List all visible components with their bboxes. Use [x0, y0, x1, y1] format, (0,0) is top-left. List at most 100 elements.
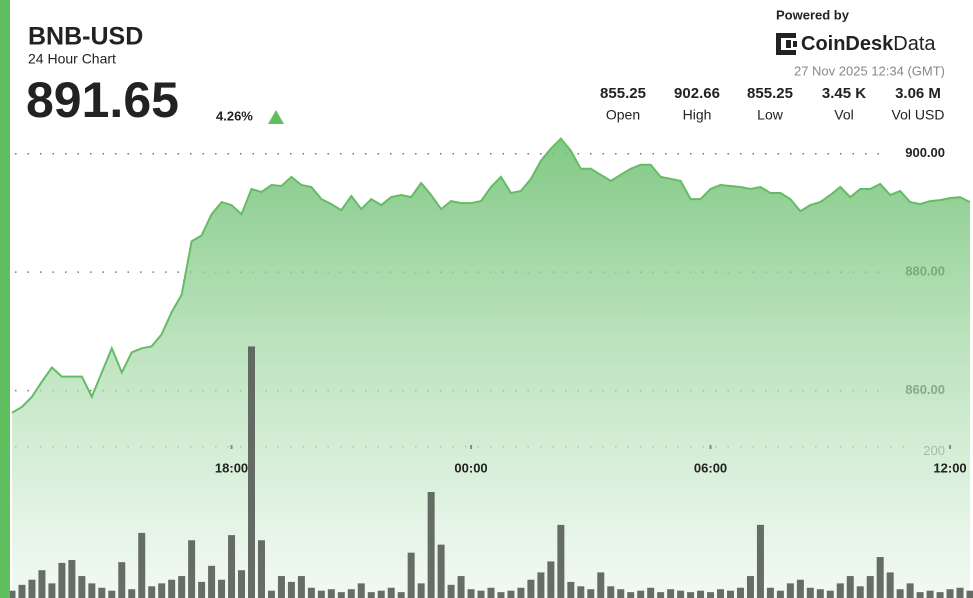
volume-bar: [28, 579, 36, 598]
volume-bar: [866, 576, 874, 598]
volume-bar: [128, 589, 136, 598]
volume-bar: [228, 535, 236, 598]
volume-bar: [208, 565, 216, 598]
volume-bar: [786, 583, 794, 598]
stat-value: 3.45 K: [822, 85, 866, 102]
volume-bar: [707, 592, 715, 598]
stats: 855.25 Open 902.66 High 855.25 Low 3.45 K Vol 3.…: [600, 85, 944, 123]
x-tick-label: 12:00: [933, 460, 966, 475]
volume-bar: [597, 572, 605, 598]
volume-bar: [248, 346, 255, 598]
volume-bar: [607, 586, 615, 598]
volume-bar: [956, 587, 964, 598]
stat-value: 3.06 M: [895, 85, 941, 102]
volume-bar: [457, 576, 465, 598]
volume-bar: [18, 584, 26, 598]
volume-bar: [736, 587, 744, 598]
volume-bar: [727, 590, 734, 598]
volume-bar: [647, 587, 655, 598]
volume-bar: [796, 579, 804, 598]
volume-bar: [158, 583, 166, 598]
volume-bar: [926, 590, 934, 598]
volume-bar: [916, 592, 924, 598]
logo-icon: [776, 33, 797, 55]
volume-bar: [527, 579, 535, 598]
volume-bar: [966, 590, 973, 598]
stat-label: Open: [606, 107, 640, 123]
volume-bar: [377, 590, 385, 598]
volume-bar: [826, 590, 834, 598]
volume-bar: [637, 590, 645, 598]
volume-bar: [357, 583, 365, 598]
volume-bar: [617, 589, 625, 598]
brand-suffix: Data: [893, 33, 936, 55]
volume-bar: [148, 586, 156, 598]
volume-bar: [487, 587, 495, 598]
volume-bar: [238, 570, 246, 598]
volume-bar: [297, 576, 305, 598]
volume-bar: [188, 540, 196, 598]
volume-bar: [477, 590, 485, 598]
subtitle: 24 Hour Chart: [28, 51, 116, 67]
volume-bar: [447, 584, 455, 598]
volume-bar: [846, 576, 854, 598]
stat-value: 902.66: [674, 85, 720, 102]
volume-bar: [766, 587, 774, 598]
volume-bar: [537, 572, 545, 598]
volume-bar: [397, 592, 405, 598]
volume-bar: [437, 544, 445, 598]
volume-bar: [936, 592, 944, 598]
volume-bar: [367, 592, 375, 598]
volume-bar: [267, 590, 275, 598]
powered-by: Powered by: [776, 7, 850, 22]
volume-bar: [347, 589, 355, 598]
symbol: BNB-USD: [28, 23, 143, 51]
volume-bar: [776, 590, 784, 598]
volume-bar: [567, 581, 575, 598]
volume-bar: [717, 589, 725, 598]
volume-bar: [886, 572, 894, 598]
volume-bar: [337, 592, 345, 598]
volume-bar: [746, 576, 754, 598]
stat-label: Low: [757, 107, 784, 123]
x-tick-label: 00:00: [454, 460, 487, 475]
volume-bar: [657, 592, 665, 598]
volume-bar: [906, 583, 914, 598]
volume-bar: [806, 587, 814, 598]
stat-label: High: [683, 107, 712, 123]
stat-value: 855.25: [600, 85, 646, 102]
volume-bar: [257, 540, 265, 598]
volume-bar: [8, 590, 16, 598]
volume-bar: [38, 570, 46, 598]
volume-bar: [168, 579, 176, 598]
volume-bar: [68, 559, 76, 598]
volume-bar: [327, 589, 335, 598]
volume-bar: [427, 491, 435, 598]
volume-bar: [218, 579, 226, 598]
y-tick-label: 900.00: [905, 145, 945, 160]
volume-bar: [677, 590, 685, 598]
volume-bar: [756, 524, 764, 598]
volume-bar: [417, 583, 425, 598]
volume-bar: [697, 590, 705, 598]
volume-bar: [138, 532, 146, 598]
volume-bar: [277, 576, 285, 598]
volume-bar: [467, 589, 475, 598]
volume-bar: [78, 576, 86, 598]
x-tick-label: 06:00: [694, 460, 727, 475]
volume-bar: [687, 592, 695, 598]
volume-bar: [497, 592, 505, 598]
volume-bar: [946, 589, 954, 598]
volume-bar: [88, 583, 96, 598]
volume-bar: [387, 587, 395, 598]
accent-bar: [0, 0, 10, 598]
volume-bar: [896, 589, 904, 598]
volume-bar: [118, 562, 126, 598]
volume-bar: [307, 587, 315, 598]
brand: CoinDeskData: [801, 33, 936, 55]
brand-name: CoinDesk: [801, 33, 894, 55]
volume-bar: [836, 583, 844, 598]
price: 891.65: [26, 72, 179, 128]
volume-bar: [856, 586, 864, 598]
